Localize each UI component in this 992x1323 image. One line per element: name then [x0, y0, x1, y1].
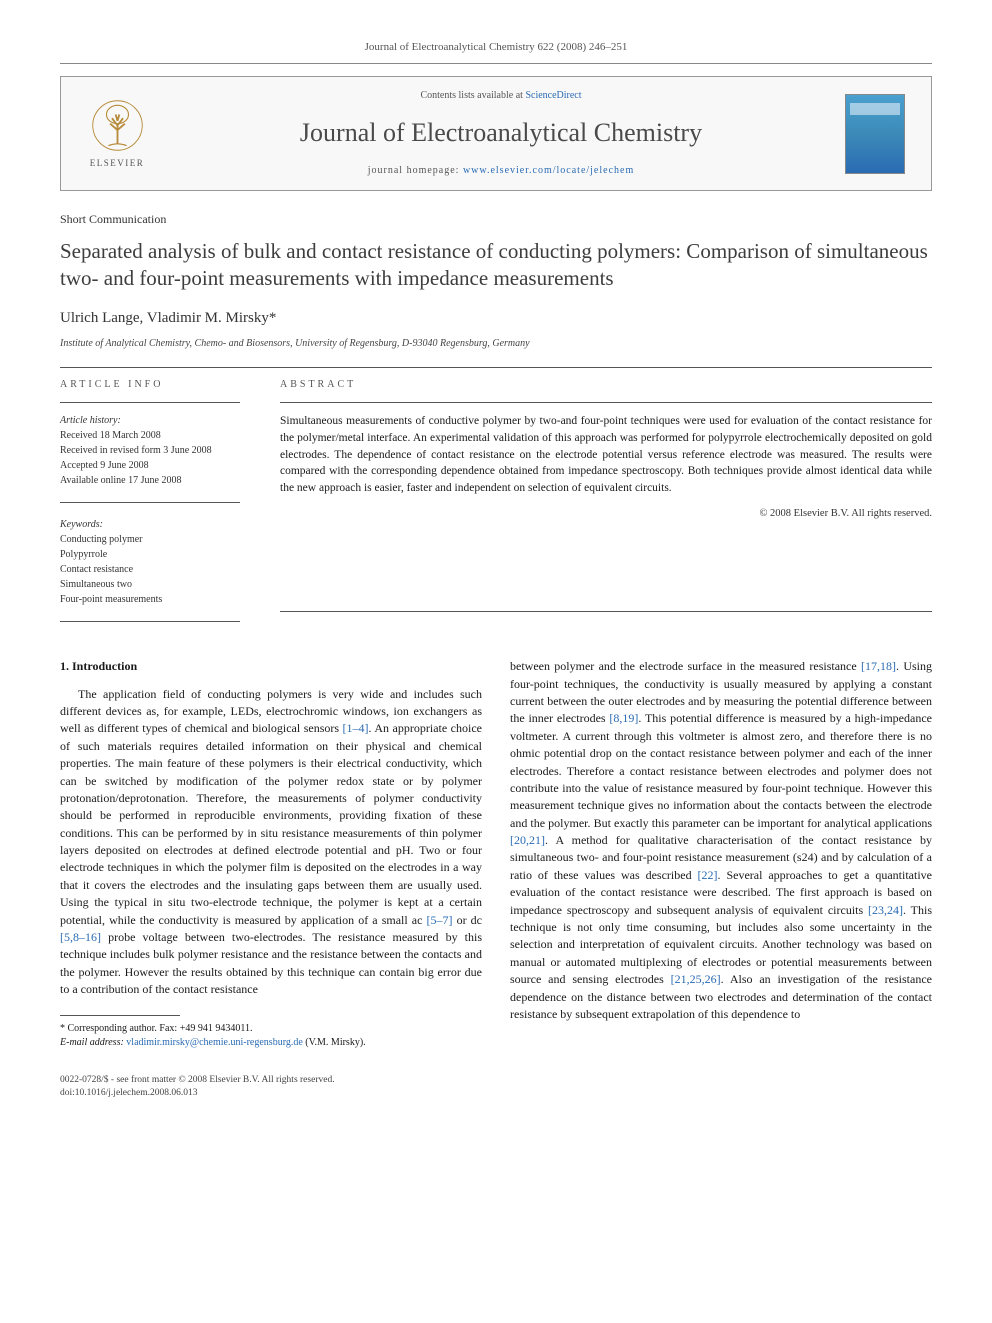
divider: [60, 502, 240, 503]
body-column-right: between polymer and the electrode surfac…: [510, 658, 932, 1049]
divider: [280, 611, 932, 612]
divider: [60, 402, 240, 403]
section-heading-introduction: 1. Introduction: [60, 658, 482, 675]
divider: [280, 402, 932, 403]
journal-cover-thumb: [845, 94, 905, 174]
body-text: . An appropriate choice of such material…: [60, 721, 482, 926]
body-text: between polymer and the electrode surfac…: [510, 659, 861, 673]
citation-link[interactable]: [5–7]: [427, 913, 453, 927]
article-type: Short Communication: [60, 211, 932, 228]
divider: [60, 367, 932, 368]
citation-link[interactable]: [1–4]: [343, 721, 369, 735]
keyword: Simultaneous two: [60, 579, 132, 590]
body-paragraph: between polymer and the electrode surfac…: [510, 658, 932, 1023]
corresponding-author-footnote: * Corresponding author. Fax: +49 941 943…: [60, 1022, 482, 1050]
history-label: Article history:: [60, 415, 121, 426]
body-paragraph: The application field of conducting poly…: [60, 686, 482, 999]
citation-link[interactable]: [20,21]: [510, 833, 545, 847]
footnote-separator: [60, 1015, 180, 1016]
cover-thumbnail-block: [845, 94, 915, 174]
citation-link[interactable]: [22]: [698, 868, 718, 882]
divider: [60, 63, 932, 64]
accepted-date: Accepted 9 June 2008: [60, 460, 149, 471]
email-label: E-mail address:: [60, 1037, 124, 1048]
citation-link[interactable]: [17,18]: [861, 659, 896, 673]
homepage-line: journal homepage: www.elsevier.com/locat…: [157, 164, 845, 178]
online-date: Available online 17 June 2008: [60, 475, 181, 486]
journal-title: Journal of Electroanalytical Chemistry: [157, 115, 845, 151]
article-info-heading: ARTICLE INFO: [60, 378, 240, 392]
citation-link[interactable]: [5,8–16]: [60, 930, 101, 944]
masthead-center: Contents lists available at ScienceDirec…: [157, 89, 845, 177]
body-text: . This potential difference is measured …: [510, 711, 932, 829]
citation-link[interactable]: [23,24]: [868, 903, 903, 917]
contents-prefix: Contents lists available at: [420, 90, 525, 101]
affiliation: Institute of Analytical Chemistry, Chemo…: [60, 337, 932, 351]
corr-author-label: * Corresponding author. Fax: +49 941 943…: [60, 1023, 252, 1034]
homepage-prefix: journal homepage:: [368, 165, 463, 176]
corr-email-link[interactable]: vladimir.mirsky@chemie.uni-regensburg.de: [126, 1037, 302, 1048]
footer-copyright: 0022-0728/$ - see front matter © 2008 El…: [60, 1075, 335, 1085]
journal-running-header: Journal of Electroanalytical Chemistry 6…: [60, 40, 932, 55]
keyword: Polypyrrole: [60, 549, 107, 560]
publisher-name: ELSEVIER: [90, 157, 145, 170]
abstract-copyright: © 2008 Elsevier B.V. All rights reserved…: [280, 507, 932, 522]
elsevier-tree-icon: [90, 98, 145, 153]
sciencedirect-link[interactable]: ScienceDirect: [525, 90, 581, 101]
abstract-text: Simultaneous measurements of conductive …: [280, 413, 932, 496]
received-date: Received 18 March 2008: [60, 430, 161, 441]
keywords-block: Keywords: Conducting polymer Polypyrrole…: [60, 517, 240, 607]
publisher-block: ELSEVIER: [77, 98, 157, 170]
article-title: Separated analysis of bulk and contact r…: [60, 238, 932, 293]
abstract-column: ABSTRACT Simultaneous measurements of co…: [280, 378, 932, 632]
keyword: Contact resistance: [60, 564, 133, 575]
citation-link[interactable]: [21,25,26]: [671, 972, 721, 986]
body-column-left: 1. Introduction The application field of…: [60, 658, 482, 1049]
keyword: Conducting polymer: [60, 534, 143, 545]
article-info-column: ARTICLE INFO Article history: Received 1…: [60, 378, 250, 632]
body-text: or dc: [453, 913, 482, 927]
keyword: Four-point measurements: [60, 594, 162, 605]
abstract-heading: ABSTRACT: [280, 378, 932, 392]
divider: [60, 621, 240, 622]
footer-doi: doi:10.1016/j.jelechem.2008.06.013: [60, 1088, 197, 1098]
contents-available-line: Contents lists available at ScienceDirec…: [157, 89, 845, 103]
keywords-label: Keywords:: [60, 519, 103, 530]
revised-date: Received in revised form 3 June 2008: [60, 445, 212, 456]
masthead: ELSEVIER Contents lists available at Sci…: [60, 76, 932, 190]
body-two-column: 1. Introduction The application field of…: [60, 658, 932, 1049]
email-suffix: (V.M. Mirsky).: [305, 1037, 365, 1048]
page-footer: 0022-0728/$ - see front matter © 2008 El…: [60, 1074, 932, 1101]
citation-link[interactable]: [8,19]: [609, 711, 638, 725]
authors: Ulrich Lange, Vladimir M. Mirsky*: [60, 308, 932, 329]
body-text: probe voltage between two-electrodes. Th…: [60, 930, 482, 996]
homepage-link[interactable]: www.elsevier.com/locate/jelechem: [463, 165, 634, 176]
article-history: Article history: Received 18 March 2008 …: [60, 413, 240, 488]
